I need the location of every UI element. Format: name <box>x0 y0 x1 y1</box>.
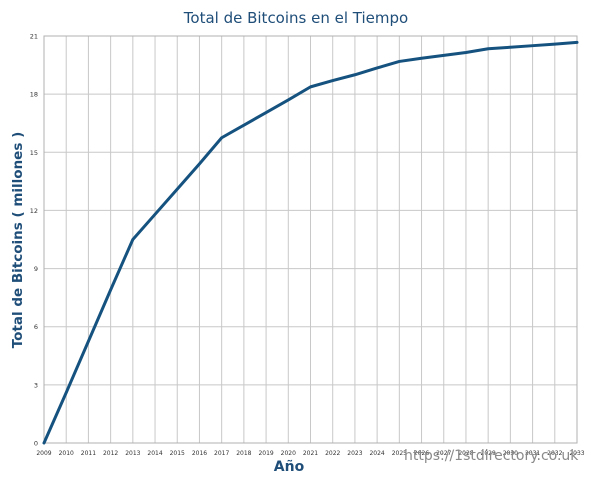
x-tick-label: 2032 <box>547 450 562 457</box>
x-tick-label: 2033 <box>569 450 584 457</box>
x-tick-label: 2014 <box>147 450 162 457</box>
watermark: https://1stdirectory.co.uk <box>404 448 579 464</box>
x-tick-label: 2031 <box>525 450 540 457</box>
x-tick-label: 2012 <box>103 450 118 457</box>
chart-title: Total de Bitcoins en el Tiempo <box>183 9 409 27</box>
x-tick-label: 2011 <box>81 450 96 457</box>
x-tick-label: 2029 <box>481 450 496 457</box>
x-tick-label: 2017 <box>214 450 229 457</box>
y-tick-label: 12 <box>30 207 38 215</box>
series-line <box>42 40 579 445</box>
y-tick-label: 9 <box>34 265 38 273</box>
x-tick-label: 2030 <box>503 450 518 457</box>
x-tick-label: 2020 <box>281 450 296 457</box>
x-tick-label: 2009 <box>36 450 51 457</box>
x-tick-label: 2023 <box>347 450 362 457</box>
x-tick-label: 2024 <box>369 450 384 457</box>
x-tick-label: 2028 <box>458 450 473 457</box>
x-tick-label: 2027 <box>436 450 451 457</box>
y-tick-label: 3 <box>34 381 38 389</box>
y-tick-label: 18 <box>30 91 38 99</box>
x-tick-label: 2022 <box>325 450 340 457</box>
y-tick-label: 21 <box>30 33 38 41</box>
x-tick-label: 2010 <box>59 450 74 457</box>
y-tick-label: 0 <box>34 440 38 448</box>
x-tick-label: 2015 <box>170 450 185 457</box>
x-tick-label: 2013 <box>125 450 140 457</box>
x-tick-label: 2026 <box>414 450 429 457</box>
x-tick-label: 2019 <box>258 450 273 457</box>
x-tick-label: 2025 <box>392 450 407 457</box>
x-tick-label: 2021 <box>303 450 318 457</box>
y-tick-label: 6 <box>34 323 38 331</box>
x-tick-label: 2018 <box>236 450 251 457</box>
plot-frame <box>43 35 578 444</box>
x-axis-label: Año <box>273 459 305 475</box>
y-tick-label: 15 <box>30 149 38 157</box>
x-tick-label: 2016 <box>192 450 207 457</box>
